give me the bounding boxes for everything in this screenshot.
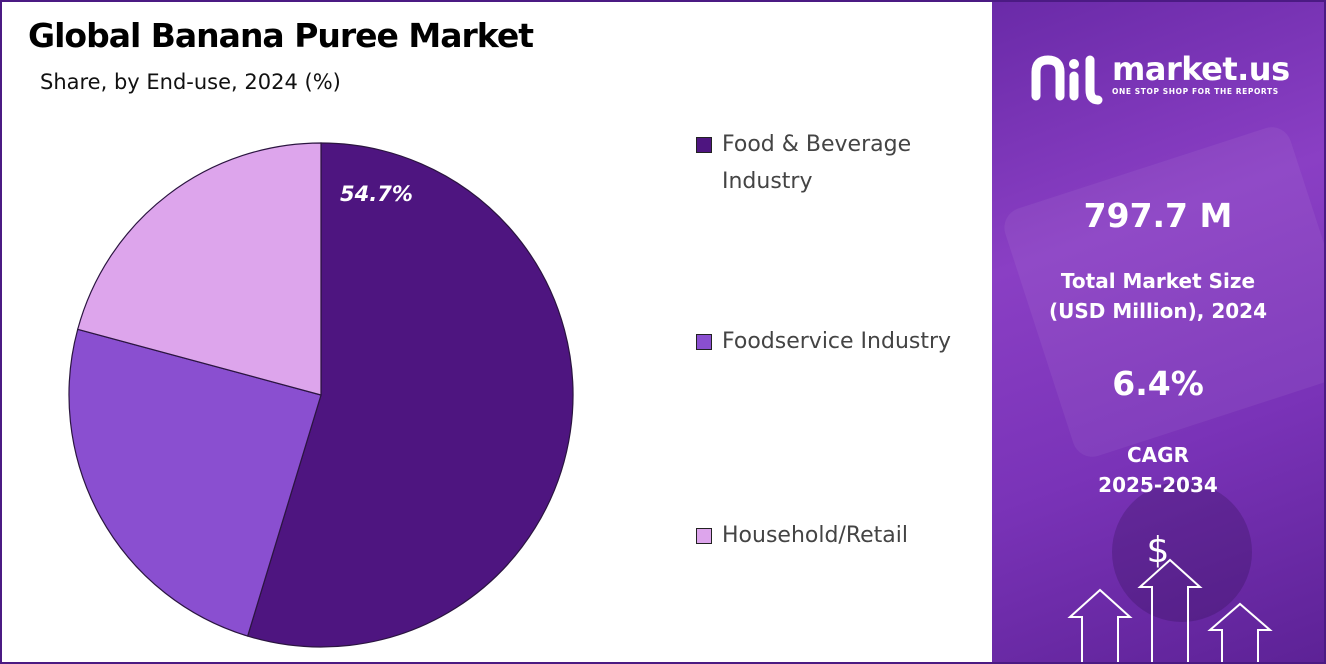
chart-subtitle: Share, by End-use, 2024 (%) [40, 70, 341, 94]
chart-panel: Global Banana Puree Market Share, by End… [2, 2, 990, 662]
growth-arrows-icon [1067, 558, 1273, 662]
background-decoration-circle [1112, 482, 1252, 622]
market-us-logo-icon [1031, 55, 1103, 105]
pie-slice-household-retail [76, 142, 322, 396]
legend-label-household-retail: Household/Retail [722, 523, 909, 548]
cagr-label-line1: CAGR [1127, 443, 1189, 467]
market-size-label-line2: (USD Million), 2024 [1048, 299, 1268, 323]
legend-label-foodservice: Foodservice Industry [722, 329, 952, 354]
market-size-value: 797.7 M [1083, 196, 1233, 235]
summary-panel: market.us ONE STOP SHOP FOR THE REPORTS … [992, 2, 1324, 662]
legend-swatch-food-beverage [696, 137, 712, 153]
market-size-label-line1: Total Market Size [1060, 269, 1256, 293]
cagr-label-line2: 2025-2034 [1098, 473, 1218, 497]
brand-tagline: ONE STOP SHOP FOR THE REPORTS [1112, 87, 1279, 96]
dollar-symbol: $ [1146, 530, 1170, 571]
chart-title: Global Banana Puree Market [28, 16, 534, 55]
brand-name: market.us [1112, 50, 1290, 88]
pie-slice-foodservice [68, 328, 322, 637]
legend-swatch-household-retail [696, 528, 712, 544]
data-label-food-beverage: 54.7% [340, 182, 413, 206]
cagr-value: 6.4% [1112, 364, 1204, 403]
legend-swatch-foodservice [696, 334, 712, 350]
legend-label-food-beverage: Food & Beverage Industry [722, 132, 912, 194]
pie-chart: 54.7% [68, 142, 574, 648]
brand-logo: market.us ONE STOP SHOP FOR THE REPORTS [1030, 50, 1310, 110]
pie-slice-food-beverage [246, 142, 574, 648]
